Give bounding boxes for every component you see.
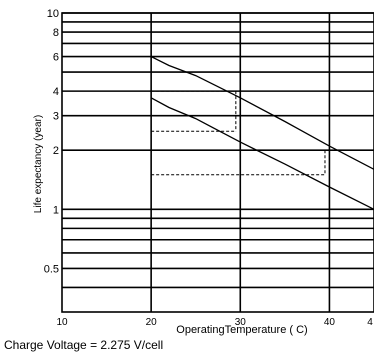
lower-life-curve xyxy=(150,97,374,210)
upper-life-curve xyxy=(150,56,374,170)
x-tick-label: 10 xyxy=(56,317,68,328)
y-tick-label: 8 xyxy=(53,27,59,39)
grid xyxy=(61,12,374,313)
plot-border xyxy=(61,12,374,313)
series-lines xyxy=(150,56,374,210)
tick-labels: 0.5 1 2 3 4 6 8 10 10 20 30 40 4 xyxy=(44,8,374,328)
x-tick-label: 30 xyxy=(235,317,247,328)
y-tick-label: 4 xyxy=(53,86,59,98)
y-tick-label: 0.5 xyxy=(44,263,59,275)
y-tick-label: 1 xyxy=(53,204,59,216)
x-axis-label: OperatingTemperature ( C) xyxy=(176,324,307,336)
x-tick-label: 20 xyxy=(146,317,158,328)
y-axis-label: Life expectancy (year) xyxy=(33,115,44,213)
y-tick-label: 2 xyxy=(53,145,59,157)
y-tick-label: 10 xyxy=(47,8,59,20)
x-tick-label: 40 xyxy=(324,317,336,328)
x-tick-label: 4 xyxy=(367,317,373,328)
y-tick-label: 6 xyxy=(53,52,59,64)
charge-voltage-caption: Charge Voltage = 2.275 V/cell xyxy=(4,338,164,352)
life-expectancy-chart: 0.5 1 2 3 4 6 8 10 10 20 30 40 4 OperatingTemperatur… xyxy=(33,8,374,336)
reference-lines xyxy=(151,90,326,176)
y-tick-label: 3 xyxy=(53,111,59,123)
